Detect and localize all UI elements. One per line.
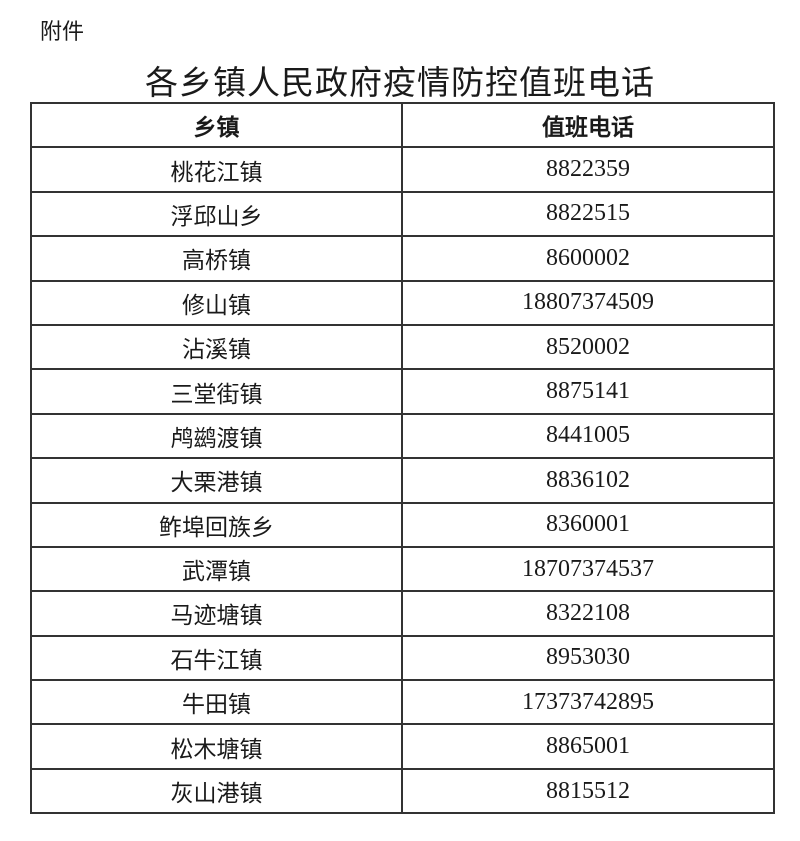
township-cell: 三堂街镇 xyxy=(30,368,403,415)
header-phone: 值班电话 xyxy=(401,101,775,149)
township-cell: 浮邱山乡 xyxy=(30,190,403,238)
township-cell: 武潭镇 xyxy=(30,545,403,593)
township-cell: 桃花江镇 xyxy=(30,146,403,193)
table-row: 鸬鹚渡镇 8441005 xyxy=(30,412,775,460)
township-cell: 牛田镇 xyxy=(30,679,403,726)
table-row: 三堂街镇 8875141 xyxy=(30,368,775,415)
phone-cell: 8600002 xyxy=(401,235,775,282)
phone-cell: 17373742895 xyxy=(401,679,775,726)
header-township: 乡镇 xyxy=(30,101,403,149)
phone-cell: 8822359 xyxy=(401,146,775,193)
phone-cell: 8322108 xyxy=(401,590,775,637)
table-row: 石牛江镇 8953030 xyxy=(30,634,775,682)
table-row: 桃花江镇 8822359 xyxy=(30,146,775,193)
table-header-row: 乡镇 值班电话 xyxy=(30,101,775,149)
phone-cell: 8822515 xyxy=(401,190,775,238)
table-row: 高桥镇 8600002 xyxy=(30,235,775,282)
table-row: 灰山港镇 8815512 xyxy=(30,767,775,815)
township-cell: 鸬鹚渡镇 xyxy=(30,412,403,460)
township-cell: 沾溪镇 xyxy=(30,323,403,371)
phone-cell: 8441005 xyxy=(401,412,775,460)
phone-cell: 8360001 xyxy=(401,501,775,548)
table-row: 牛田镇 17373742895 xyxy=(30,679,775,726)
phone-cell: 18807374509 xyxy=(401,279,775,326)
table-row: 松木塘镇 8865001 xyxy=(30,723,775,770)
phone-cell: 8865001 xyxy=(401,723,775,770)
attachment-label: 附件 xyxy=(40,20,85,45)
township-cell: 高桥镇 xyxy=(30,235,403,282)
township-cell: 石牛江镇 xyxy=(30,634,403,682)
table-row: 大栗港镇 8836102 xyxy=(30,457,775,504)
township-cell: 灰山港镇 xyxy=(30,767,403,815)
phone-cell: 8520002 xyxy=(401,323,775,371)
document-title: 各乡镇人民政府疫情防控值班电话 xyxy=(145,63,655,102)
table-row: 武潭镇 18707374537 xyxy=(30,545,775,593)
phone-cell: 18707374537 xyxy=(401,545,775,593)
township-cell: 马迹塘镇 xyxy=(30,590,403,637)
phone-cell: 8875141 xyxy=(401,368,775,415)
township-cell: 修山镇 xyxy=(30,279,403,326)
township-cell: 松木塘镇 xyxy=(30,723,403,770)
township-cell: 鲊埠回族乡 xyxy=(30,501,403,548)
phone-cell: 8836102 xyxy=(401,457,775,504)
table-row: 浮邱山乡 8822515 xyxy=(30,190,775,238)
table-row: 沾溪镇 8520002 xyxy=(30,323,775,371)
phone-cell: 8953030 xyxy=(401,634,775,682)
table-row: 鲊埠回族乡 8360001 xyxy=(30,501,775,548)
table-row: 马迹塘镇 8322108 xyxy=(30,590,775,637)
township-cell: 大栗港镇 xyxy=(30,457,403,504)
duty-phone-table: 乡镇 值班电话 桃花江镇 8822359 浮邱山乡 8822515 高桥镇 8600002… xyxy=(30,101,775,815)
phone-cell: 8815512 xyxy=(401,767,775,815)
table-row: 修山镇 18807374509 xyxy=(30,279,775,326)
